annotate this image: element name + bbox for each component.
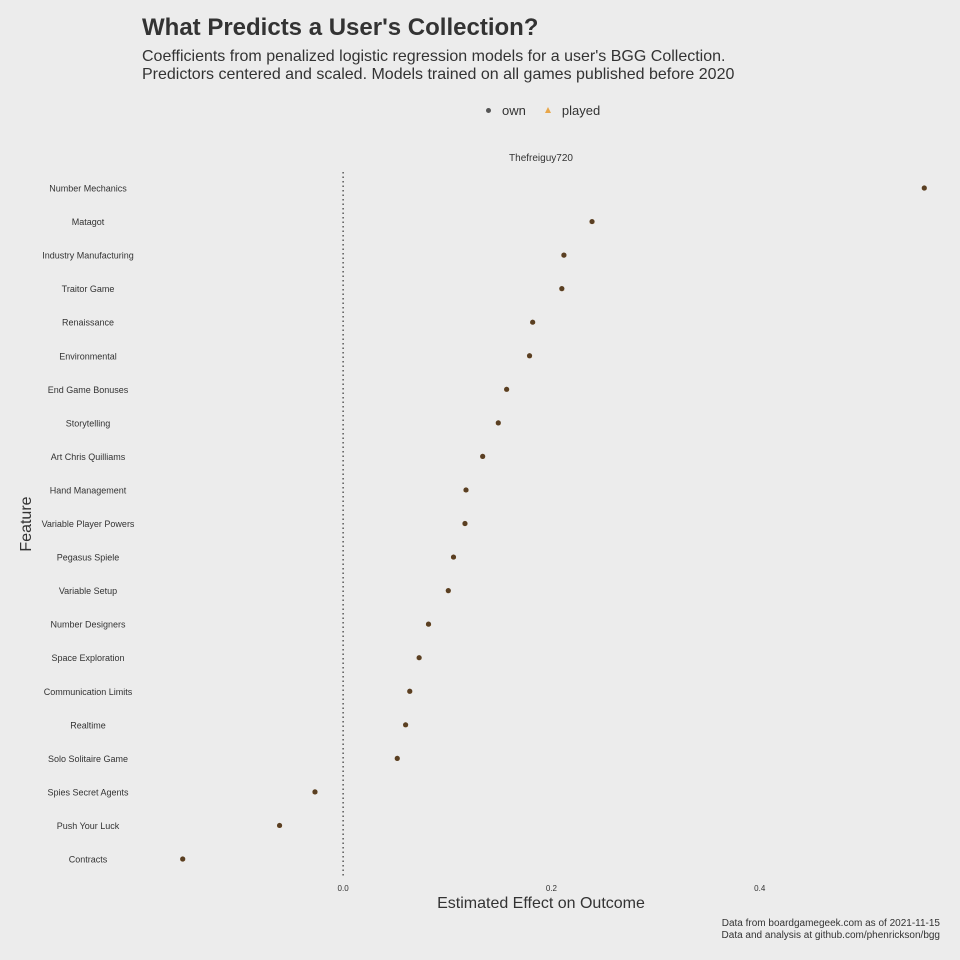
data-point-own [921, 185, 927, 191]
legend-label-own: own [502, 102, 526, 118]
data-point-own [276, 822, 283, 829]
y-tick-label: End Game Bonuses [48, 385, 129, 395]
data-point-own [504, 386, 510, 392]
data-point-own [561, 252, 567, 258]
data-point-own [526, 353, 533, 359]
x-tick-labels: 0.0 0.2 0.4 [338, 884, 766, 893]
data-point-own [495, 420, 501, 426]
x-axis-label: Estimated Effect on Outcome [437, 895, 645, 912]
x-tick-label: 0.4 [754, 884, 766, 893]
legend-item-played: played [540, 102, 600, 118]
y-tick-label: Spies Secret Agents [47, 787, 129, 797]
y-tick-label: Solo Solitaire Game [48, 754, 128, 764]
y-tick-label: Variable Setup [59, 586, 117, 596]
legend-item-own: own [480, 102, 526, 118]
y-tick-labels: Number Mechanics Matagot Industry Manufact… [42, 184, 135, 865]
data-point-own [445, 588, 451, 594]
caption-line-2: Data and analysis at github.com/phenrick… [721, 930, 940, 941]
y-tick-label: Environmental [59, 351, 117, 361]
y-tick-label: Storytelling [66, 418, 111, 428]
caption-line-1: Data from boardgamegeek.com as of 2021-1… [721, 918, 940, 929]
data-point-own [402, 722, 409, 728]
y-tick-label: Realtime [70, 720, 106, 730]
data-point-own [480, 453, 486, 459]
x-tick-label: 0.2 [546, 884, 558, 893]
y-tick-label: Variable Player Powers [42, 519, 135, 529]
data-point-own [394, 755, 400, 761]
y-tick-label: Communication Limits [44, 687, 133, 697]
y-tick-label: Traitor Game [62, 284, 115, 294]
data-point-own [589, 218, 595, 225]
legend-label-played: played [561, 102, 601, 118]
legend-circle-symbol [480, 102, 496, 118]
subtitle-line-1: Coefficients from penalized logistic reg… [142, 48, 726, 65]
x-tick-label: 0.0 [338, 884, 350, 893]
y-tick-label: Art Chris Quilliams [51, 452, 126, 462]
facet-label: Thefreiguy720 [509, 153, 573, 164]
y-tick-label: Number Designers [50, 620, 126, 630]
y-tick-label: Pegasus Spiele [57, 553, 120, 563]
data-point-own [559, 286, 565, 292]
y-tick-label: Hand Management [50, 485, 127, 495]
y-tick-label: Push Your Luck [57, 821, 120, 831]
data-point-own [312, 789, 318, 795]
chart-title: What Predicts a User's Collection? [142, 14, 539, 41]
data-point-own [425, 621, 432, 627]
y-tick-label: Number Mechanics [49, 184, 127, 194]
y-tick-label: Renaissance [62, 318, 114, 328]
y-axis-label: Feature [18, 496, 35, 551]
data-point-own [462, 520, 468, 527]
data-point-own [463, 487, 469, 493]
data-point-own [530, 319, 536, 325]
y-tick-label: Contracts [69, 855, 108, 865]
chart-subtitle: Coefficients from penalized logistic reg… [142, 48, 734, 84]
y-tick-label: Space Exploration [51, 653, 124, 663]
data-points [180, 185, 927, 862]
legend: own played [480, 102, 614, 118]
data-point-own [450, 554, 457, 560]
y-tick-label: Industry Manufacturing [42, 251, 134, 261]
data-point-own [180, 856, 186, 862]
caption: Data from boardgamegeek.com as of 2021-1… [722, 918, 940, 942]
data-point-own [416, 655, 422, 661]
data-point-own [407, 688, 413, 694]
legend-triangle-symbol [540, 102, 556, 118]
y-tick-label: Matagot [72, 217, 105, 227]
subtitle-line-2: Predictors centered and scaled. Models t… [142, 66, 735, 83]
